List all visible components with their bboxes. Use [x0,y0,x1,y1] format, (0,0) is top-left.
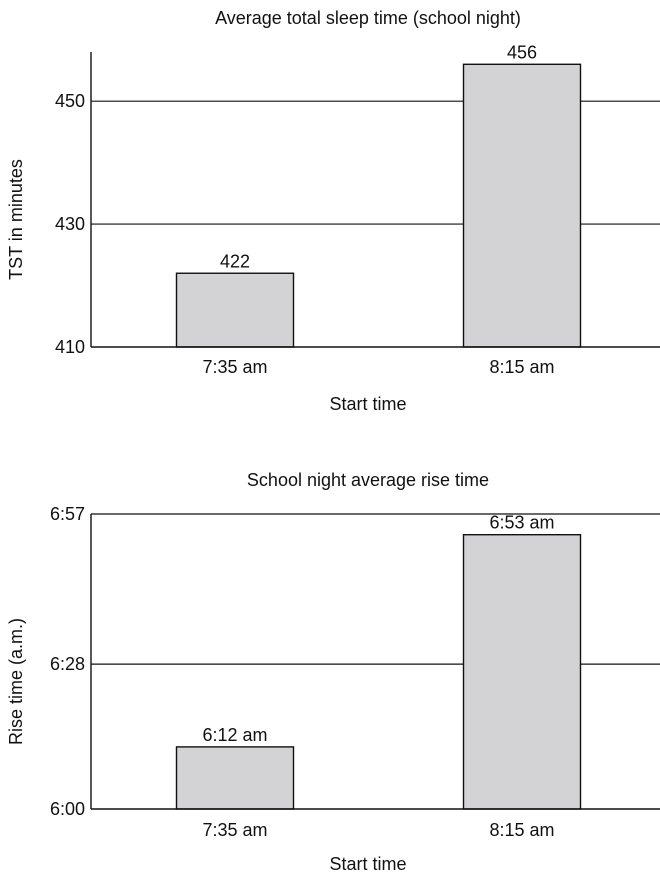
data-label: 6:12 am [202,725,267,745]
y-tick-label: 6:57 [50,504,85,524]
data-label: 456 [507,42,537,62]
y-tick-label: 6:00 [50,799,85,819]
bar [175,746,295,810]
chart-title: School night average rise time [247,470,489,490]
data-label: 6:53 am [489,513,554,533]
data-label: 422 [220,251,250,271]
y-axis-label: TST in minutes [6,159,26,280]
x-axis-label: Start time [329,854,406,874]
x-tick-label: 8:15 am [489,357,554,377]
y-tick-label: 6:28 [50,654,85,674]
rise-time-chart: 6:12 am 6:53 am 6:00 6:28 6:57 7:35 am 8:15 am… [6,470,660,874]
y-tick-label: 450 [55,91,85,111]
y-tick-label: 410 [55,337,85,357]
bar [462,534,582,810]
x-tick-label: 7:35 am [202,820,267,840]
sleep-time-chart: 422 456 410 430 450 7:35 am 8:15 am Average tot… [6,8,660,414]
bar [175,272,295,348]
y-axis-label: Rise time (a.m.) [6,618,26,745]
x-axis-label: Start time [329,394,406,414]
x-tick-label: 8:15 am [489,820,554,840]
y-tick-label: 430 [55,214,85,234]
chart-title: Average total sleep time (school night) [215,8,521,28]
x-tick-label: 7:35 am [202,357,267,377]
bar [462,63,582,348]
